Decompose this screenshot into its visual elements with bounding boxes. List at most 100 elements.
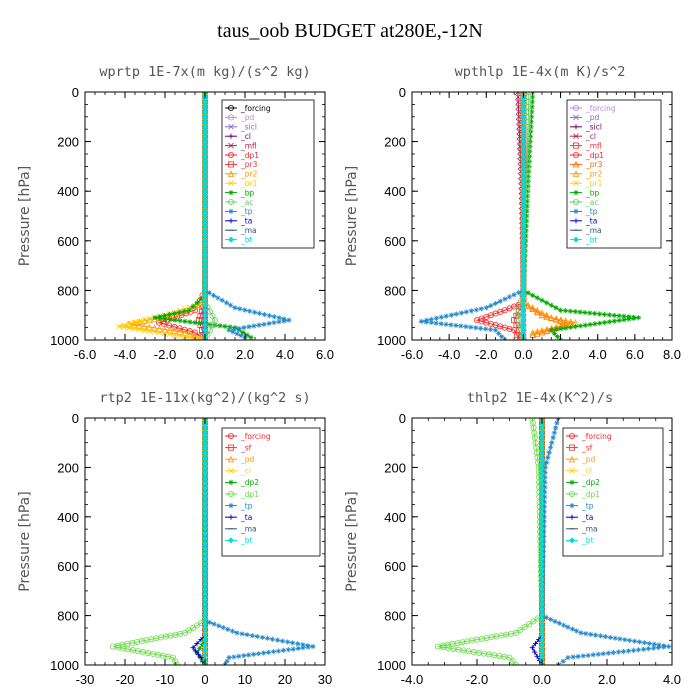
data-point — [540, 558, 546, 564]
data-point — [556, 620, 562, 626]
data-point — [530, 618, 537, 625]
data-point — [529, 99, 535, 105]
data-point — [595, 651, 601, 657]
data-point — [601, 311, 608, 318]
panel-4: thlp2 1E-4x(K^2)/s Pressure [hPa] -4.0 -2.0… — [344, 390, 681, 687]
data-point — [529, 304, 536, 311]
legend-marker — [227, 444, 234, 451]
data-point — [511, 292, 517, 298]
legend-marker — [572, 170, 580, 177]
data-point — [197, 645, 203, 652]
y-tick-label: 0 — [399, 85, 406, 100]
data-point — [305, 644, 311, 650]
data-point — [525, 193, 531, 199]
legend-label: _sf — [240, 443, 252, 452]
data-point — [285, 639, 291, 645]
data-point — [534, 653, 540, 659]
data-point — [640, 646, 647, 652]
data-point — [524, 208, 530, 214]
data-point — [246, 652, 252, 658]
y-tick-label: 400 — [57, 510, 79, 525]
data-point — [231, 654, 237, 660]
data-point — [534, 295, 540, 301]
data-point — [177, 318, 183, 324]
data-point — [560, 658, 566, 664]
data-point — [219, 297, 225, 303]
data-point — [552, 618, 558, 624]
data-point — [570, 654, 576, 660]
data-point — [190, 303, 196, 310]
legend-marker — [569, 490, 576, 497]
data-point — [540, 548, 547, 554]
x-tick-label: 4.0 — [589, 347, 607, 362]
data-point — [530, 292, 536, 298]
data-point — [195, 651, 201, 657]
legend-marker — [569, 479, 575, 485]
data-point — [597, 633, 604, 639]
data-point — [310, 643, 316, 650]
data-point — [574, 628, 580, 634]
data-point — [557, 307, 564, 313]
data-point — [131, 325, 138, 332]
legend-label: _dp1 — [585, 151, 604, 160]
data-point — [541, 519, 547, 525]
legend-marker — [573, 218, 579, 224]
data-point — [612, 635, 618, 641]
data-point — [542, 494, 548, 500]
data-point — [587, 321, 593, 328]
data-point — [241, 653, 247, 659]
data-point — [286, 317, 292, 323]
legend-label: _ta — [240, 217, 252, 226]
y-tick-label: 200 — [57, 135, 79, 150]
panel-3: rtp2 1E-11x(kg^2)/(kg^2 s) Pressure [hPa]… — [17, 390, 332, 687]
data-point — [177, 332, 183, 339]
data-point — [483, 326, 489, 332]
data-point — [616, 317, 622, 324]
data-point — [271, 320, 277, 326]
data-point — [516, 289, 522, 296]
data-point — [656, 642, 662, 648]
legend-marker — [227, 198, 234, 205]
data-point — [538, 309, 546, 316]
data-point — [290, 646, 296, 652]
data-point — [210, 292, 217, 298]
data-point — [156, 325, 163, 332]
x-tick-label: 0 — [201, 672, 208, 687]
data-point — [116, 323, 122, 330]
data-point — [171, 327, 179, 334]
data-point — [525, 173, 532, 179]
x-tick-label: 6.0 — [626, 347, 644, 362]
data-point — [463, 309, 469, 315]
x-tick-label: 4.0 — [276, 347, 294, 362]
legend-label: _bt — [240, 235, 253, 244]
data-point — [300, 645, 306, 651]
data-point — [227, 324, 233, 330]
legend-label: _cl — [585, 132, 596, 141]
data-point — [541, 514, 547, 520]
data-point — [209, 322, 216, 329]
data-point — [551, 430, 557, 436]
data-point — [199, 641, 205, 648]
data-point — [562, 308, 569, 314]
data-point — [548, 327, 554, 333]
legend: _forcing_pd_sicl_cl_mfl_dp1_pr3_pr2_pr1_… — [221, 99, 315, 249]
data-point — [244, 632, 250, 638]
data-point — [611, 318, 617, 324]
legend-marker — [228, 208, 234, 214]
data-point — [597, 320, 603, 326]
y-axis-label: Pressure [hPa] — [344, 166, 360, 266]
data-point — [438, 314, 444, 320]
data-point — [231, 326, 237, 332]
data-point — [506, 654, 513, 661]
data-point — [216, 623, 222, 629]
data-point — [554, 420, 560, 426]
data-point — [583, 631, 589, 637]
data-point — [194, 640, 200, 647]
legend-label: _sicl — [585, 123, 602, 132]
data-point — [543, 311, 550, 319]
data-point — [174, 662, 180, 665]
data-point — [513, 662, 519, 665]
data-point — [269, 636, 276, 642]
data-point — [280, 638, 286, 644]
y-tick-label: 600 — [384, 559, 406, 574]
